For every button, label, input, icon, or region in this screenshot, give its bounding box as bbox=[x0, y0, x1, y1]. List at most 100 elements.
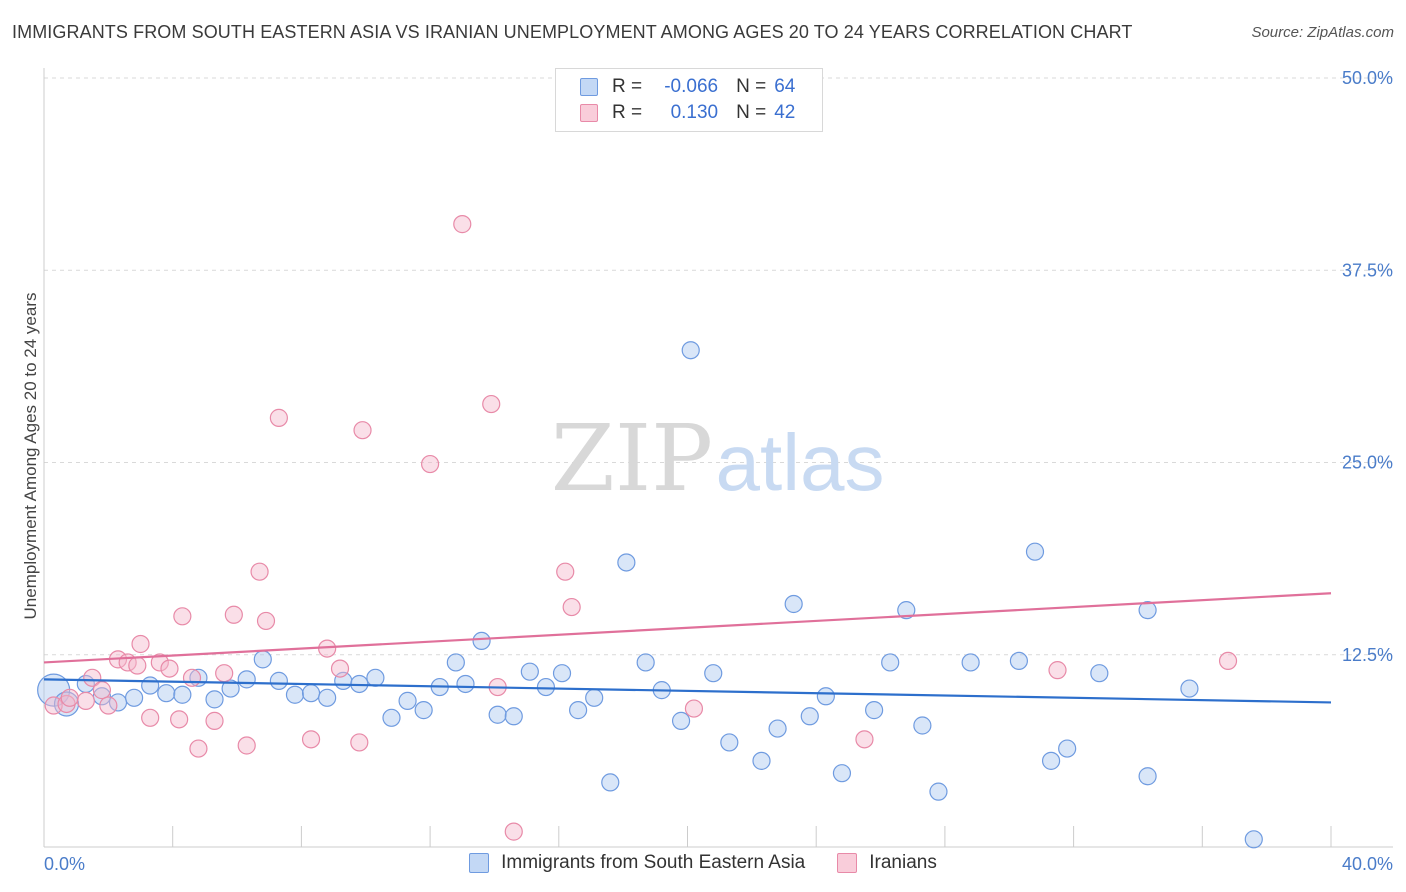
data-point bbox=[881, 653, 900, 672]
data-point bbox=[601, 773, 620, 792]
data-point bbox=[768, 719, 787, 738]
data-point bbox=[897, 601, 916, 620]
data-point bbox=[414, 701, 433, 720]
data-point bbox=[671, 711, 691, 730]
data-point bbox=[1090, 664, 1109, 683]
data-point bbox=[173, 685, 192, 704]
legend-row-iranians: R = 0.130 N = 42 bbox=[580, 101, 795, 125]
legend-item-immigrants: Immigrants from South Eastern Asia bbox=[469, 852, 805, 874]
data-point bbox=[636, 653, 655, 672]
legend-n-label: N = bbox=[736, 76, 767, 97]
data-point bbox=[585, 688, 604, 707]
grid-lines bbox=[44, 77, 1393, 656]
data-point bbox=[536, 677, 556, 697]
data-point bbox=[1138, 601, 1157, 620]
data-point bbox=[472, 631, 491, 651]
data-point bbox=[1058, 739, 1077, 758]
data-point bbox=[224, 605, 243, 624]
data-point bbox=[1218, 651, 1238, 671]
data-point bbox=[552, 664, 572, 683]
data-point bbox=[141, 676, 160, 695]
y-tick-label: 37.5% bbox=[1342, 260, 1393, 280]
data-point bbox=[617, 553, 636, 572]
data-point bbox=[285, 685, 305, 704]
data-point bbox=[681, 341, 700, 360]
data-point bbox=[173, 607, 192, 626]
data-point bbox=[92, 681, 112, 700]
data-point bbox=[141, 708, 160, 727]
data-point bbox=[256, 611, 276, 631]
data-point bbox=[569, 701, 588, 720]
chart-title: IMMIGRANTS FROM SOUTH EASTERN ASIA VS IR… bbox=[12, 22, 1133, 42]
data-point bbox=[453, 215, 472, 234]
data-point bbox=[855, 730, 874, 749]
data-point bbox=[157, 684, 176, 703]
legend-r-value: 0.130 bbox=[670, 102, 719, 123]
data-point bbox=[237, 670, 256, 689]
data-point bbox=[446, 653, 465, 672]
watermark-atlas: atlas bbox=[716, 418, 885, 507]
data-point bbox=[784, 594, 803, 614]
data-point bbox=[382, 708, 401, 727]
legend-item-iranians: Iranians bbox=[837, 852, 937, 874]
data-point bbox=[350, 733, 369, 752]
data-point bbox=[1138, 767, 1157, 786]
data-point bbox=[301, 730, 321, 749]
data-point bbox=[301, 684, 321, 703]
data-point bbox=[398, 691, 417, 710]
legend-n-value: 64 bbox=[774, 76, 796, 97]
data-point bbox=[800, 707, 819, 726]
legend-n-label: N = bbox=[736, 102, 767, 123]
legend-r-label: R = bbox=[612, 102, 643, 123]
data-point bbox=[504, 707, 523, 726]
data-point bbox=[99, 696, 118, 715]
data-point bbox=[83, 668, 102, 687]
y-tick-label: 12.5% bbox=[1342, 645, 1393, 665]
data-point bbox=[269, 408, 288, 427]
data-point bbox=[221, 679, 240, 698]
legend-swatch-pink bbox=[837, 853, 858, 873]
data-point bbox=[456, 674, 475, 694]
data-point bbox=[60, 688, 79, 707]
data-point bbox=[832, 764, 852, 783]
data-point bbox=[170, 710, 189, 729]
axes bbox=[43, 68, 1393, 848]
data-point bbox=[353, 421, 372, 440]
data-point bbox=[215, 664, 234, 683]
data-point bbox=[366, 668, 385, 687]
y-axis-label: Unemployment Among Ages 20 to 24 years bbox=[21, 293, 40, 620]
data-point bbox=[253, 650, 272, 669]
data-point bbox=[205, 711, 224, 730]
y-tick-label: 50.0% bbox=[1342, 68, 1393, 88]
legend-swatch-pink bbox=[580, 104, 598, 122]
data-point bbox=[318, 688, 337, 707]
data-point bbox=[250, 562, 269, 581]
data-point bbox=[421, 454, 440, 474]
data-point bbox=[1180, 679, 1199, 698]
data-point bbox=[150, 653, 169, 672]
data-point bbox=[1025, 542, 1045, 561]
legend-r-label: R = bbox=[612, 76, 643, 97]
legend-swatch-blue bbox=[580, 78, 598, 96]
data-point bbox=[961, 653, 980, 672]
trend-line-iranians bbox=[43, 592, 1332, 664]
data-point bbox=[330, 659, 350, 678]
data-point bbox=[1009, 651, 1029, 671]
data-point bbox=[205, 690, 224, 709]
data-point bbox=[865, 701, 884, 720]
legend-label-iranians: Iranians bbox=[869, 852, 937, 873]
y-tick-labels: 12.5% 25.0% 37.5% 50.0% bbox=[1342, 68, 1393, 665]
trend-line-immigrants bbox=[43, 678, 1332, 704]
data-point bbox=[520, 662, 539, 681]
data-point bbox=[562, 597, 581, 617]
data-point bbox=[269, 671, 288, 690]
x-tick-label: 40.0% bbox=[1342, 854, 1393, 874]
trend-lines bbox=[43, 592, 1332, 704]
data-point bbox=[131, 634, 150, 654]
data-point bbox=[182, 668, 202, 687]
data-point bbox=[929, 782, 948, 801]
series-legend: Immigrants from South Eastern Asia Irani… bbox=[0, 852, 1406, 874]
data-point bbox=[556, 562, 575, 581]
data-point bbox=[128, 656, 147, 675]
